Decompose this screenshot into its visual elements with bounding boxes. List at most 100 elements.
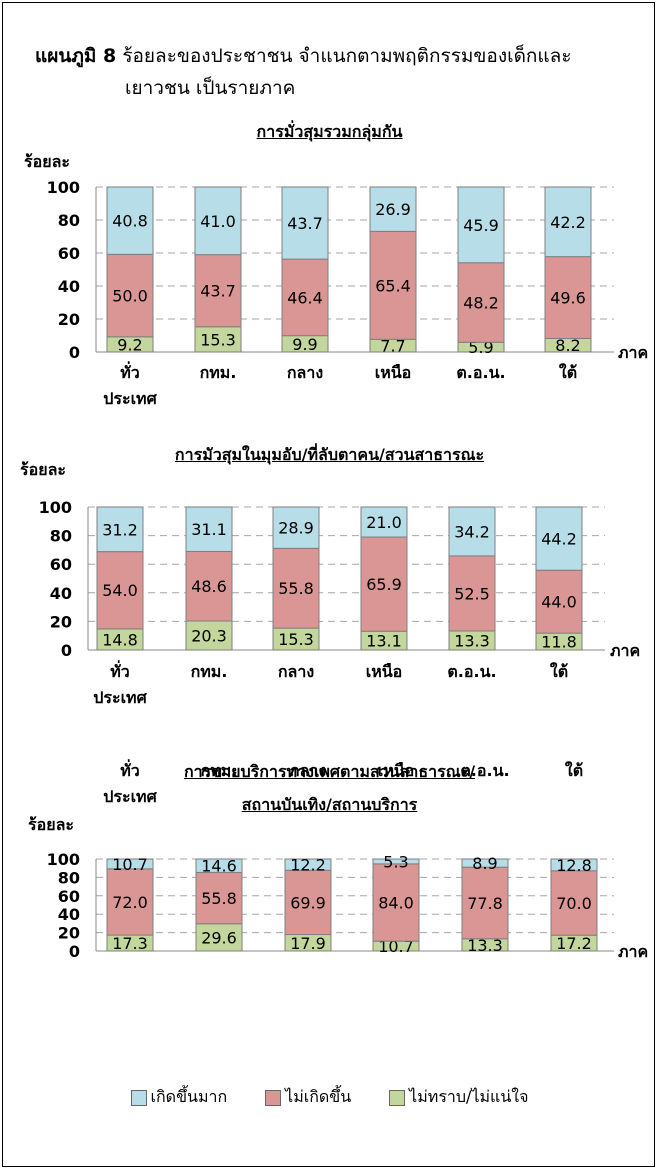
x-tick-label: ประเทศ [103,787,157,806]
bar-segment [448,555,496,632]
y-tick-label: 0 [69,343,80,362]
data-label: 65.4 [375,276,411,295]
chart3-title-line1: การขายบริการทางเพศตามสวนสาธารณะ/ [183,762,476,781]
y-tick-label: 20 [50,612,72,631]
x-tick-label: ประเทศ [103,389,157,408]
data-label: 10.7 [378,937,414,956]
x-tick-label: กลาง [287,363,323,382]
chart2-title: การมัวสุมในมุมอับ/ที่ลับตาคน/สวนสาธารณะ [174,445,485,464]
x-tick-label: ใต้ [550,662,568,681]
x-tick-label: กทม. [191,662,228,681]
x-tick-label: เหนือ [366,662,403,681]
x-tick-label: ต.อ.น. [456,363,505,382]
chart1-title: การมั่วสุมรวมกลุ่มกัน [256,122,403,141]
data-label: 70.0 [556,894,592,913]
x-tick-label: ต.อ.น. [447,662,496,681]
bar-segment [185,620,233,651]
data-label: 7.7 [380,337,405,356]
data-label: 13.3 [454,631,490,650]
x-tick-label: กลาง [278,662,314,681]
bar-segment [372,858,420,865]
y-tick-label: 100 [39,498,72,517]
data-label: 26.9 [375,200,411,219]
x-tick-label: ใต้ [559,363,577,382]
bar-segment [281,258,329,337]
bar-segment [106,186,154,255]
legend-item-not-sure: ไม่ทราบ/ไม่แน่ใจ [389,1085,528,1110]
x-tick-label: ทั่ว [120,759,140,780]
data-label: 29.6 [201,928,237,947]
data-label: 21.0 [366,513,402,532]
bar-segment [550,858,598,872]
data-label: 46.4 [287,288,323,307]
data-label: 40.8 [112,212,148,231]
data-label: 44.0 [541,593,577,612]
legend-swatch [265,1089,282,1106]
chart1-ylabel: ร้อยละ [24,152,70,171]
bar-segment [535,506,583,571]
bar-segment [194,186,242,256]
y-tick-label: 40 [50,584,72,603]
bar-segment [106,858,154,870]
y-tick-label: 60 [50,555,72,574]
data-label: 41.0 [200,212,236,231]
data-label: 17.9 [290,934,326,953]
data-label: 69.9 [290,893,326,912]
bar-segment [284,858,332,871]
data-label: 43.7 [287,214,323,233]
y-tick-label: 0 [61,641,72,660]
data-label: 17.3 [112,934,148,953]
bar-segment [106,868,154,936]
bar-segment [550,870,598,936]
bar-segment [461,866,509,940]
y-tick-label: 100 [47,178,80,197]
data-label: 34.2 [454,522,490,541]
y-tick-label: 20 [58,310,80,329]
figure-title-line1: ร้อยละของประชาชน จำแนกตามพฤติกรรมของเด็ก… [122,45,572,67]
data-label: 42.2 [550,213,586,232]
data-label: 31.1 [191,520,227,539]
x-axis-label: ภาค [618,343,648,362]
x-tick-label: ใต้ [565,761,583,780]
bar-segment [369,186,417,232]
legend-item-does-not-occur: ไม่เกิดขึ้น [265,1085,351,1110]
data-label: 43.7 [200,282,236,301]
data-label: 65.9 [366,575,402,594]
data-label: 48.6 [191,577,227,596]
y-tick-label: 60 [58,244,80,263]
bar-segment [535,569,583,634]
bar-segment [194,326,242,353]
data-label: 77.8 [467,894,503,913]
data-label: 14.8 [102,630,138,649]
x-axis-label: ภาค [618,942,648,961]
bar-segment [272,547,320,629]
y-tick-label: 0 [69,942,80,961]
data-label: 10.7 [112,855,148,874]
y-tick-label: 40 [58,905,80,924]
bar-segment [544,256,592,339]
bar-segment [281,186,329,260]
data-label: 5.9 [468,338,493,357]
data-label: 72.0 [112,893,148,912]
x-tick-label: ประเทศ [93,688,147,707]
data-label: 48.2 [463,294,499,313]
data-label: 45.9 [463,216,499,235]
data-label: 44.2 [541,530,577,549]
legend-swatch [389,1089,406,1106]
legend-swatch [130,1089,147,1106]
bar-segment [372,863,420,942]
legend-label: เกิดขึ้นมาก [150,1087,228,1106]
data-label: 8.2 [555,336,580,355]
bar-segment [195,923,243,952]
bar-segment [96,506,144,553]
bar-segment [457,186,505,264]
data-label: 49.6 [550,289,586,308]
data-label: 20.3 [191,626,227,645]
bar-segment [360,536,408,632]
y-tick-label: 60 [58,887,80,906]
data-label: 55.8 [278,579,314,598]
bar-segment [272,506,320,549]
